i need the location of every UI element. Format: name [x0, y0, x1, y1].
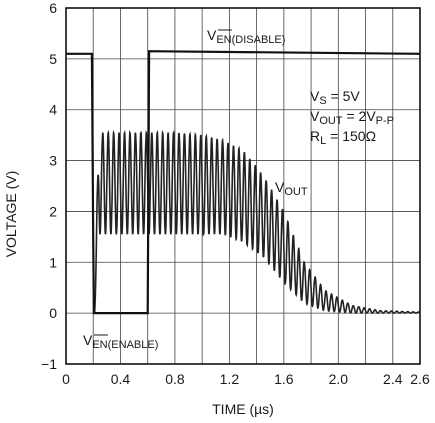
x-axis-label: TIME (µs) — [212, 401, 274, 417]
y-tick-label: 0 — [49, 305, 57, 321]
svg-text:VOUT = 2VP-P: VOUT = 2VP-P — [310, 108, 394, 127]
x-tick-label: 2.0 — [329, 371, 349, 387]
x-tick-labels: 0 0.4 0.8 1.2 1.6 2.0 2.4 2.6 — [62, 371, 430, 387]
svg-text:VEN(ENABLE): VEN(ENABLE) — [83, 332, 158, 351]
x-tick-label: 2.4 — [383, 371, 403, 387]
y-tick-label: 2 — [49, 203, 57, 219]
test-conditions: VS = 5V VOUT = 2VP-P RL = 150Ω — [310, 88, 394, 147]
annotation-ven-disable: VEN(DISABLE) — [207, 27, 285, 46]
plot-frame — [65, 7, 421, 365]
y-tick-label: 5 — [49, 51, 57, 67]
x-tick-label: 0 — [62, 371, 70, 387]
svg-text:VEN(DISABLE): VEN(DISABLE) — [207, 27, 285, 46]
ven-series-line — [66, 50, 421, 315]
x-tick-label: 2.6 — [410, 371, 430, 387]
annotation-ven-enable: VEN(ENABLE) — [83, 332, 158, 351]
y-tick-label: 6 — [49, 0, 57, 16]
x-tick-label: 0.4 — [111, 371, 131, 387]
y-axis-label: VOLTAGE (V) — [3, 171, 19, 258]
y-tick-labels: −1 0 1 2 3 4 5 6 — [41, 0, 57, 372]
y-tick-label: 4 — [49, 102, 57, 118]
y-tick-label: −1 — [41, 356, 57, 372]
x-tick-label: 0.8 — [165, 371, 185, 387]
x-tick-label: 1.2 — [220, 371, 240, 387]
y-tick-label: 3 — [49, 153, 57, 169]
svg-text:VS = 5V: VS = 5V — [310, 88, 360, 107]
svg-text:RL = 150Ω: RL = 150Ω — [310, 128, 376, 147]
x-tick-label: 1.6 — [274, 371, 294, 387]
y-tick-label: 1 — [49, 254, 57, 270]
annotation-vout: VOUT — [275, 179, 308, 198]
